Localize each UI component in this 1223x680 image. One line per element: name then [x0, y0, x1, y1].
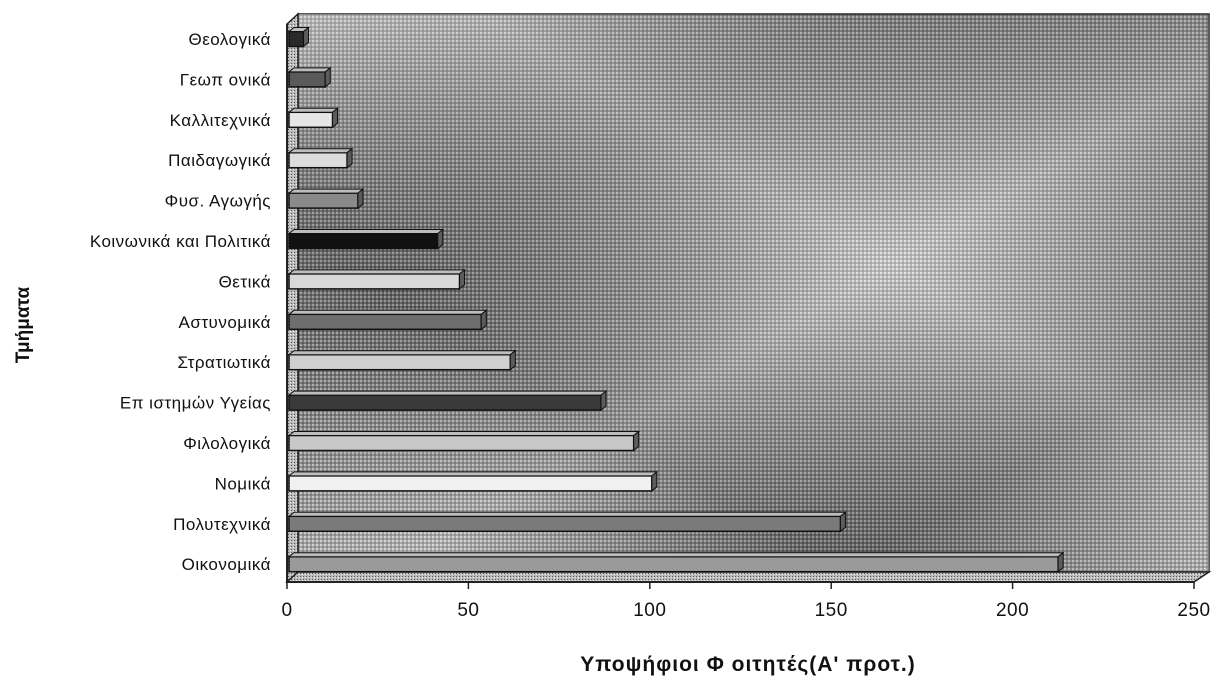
- x-tick-label: 100: [633, 600, 666, 621]
- category-label: Καλλιτεχνικά: [170, 111, 271, 130]
- category-label: Παιδαγωγικά: [168, 151, 271, 170]
- x-axis-ticks: 0 50 100 150 200 250: [281, 582, 1210, 621]
- bar-top-face: [287, 148, 354, 154]
- category-label: Νομικά: [215, 474, 271, 493]
- bar: [287, 26, 310, 48]
- category-labels: Θεολογικά Γεωπ ονικά Καλλιτεχνικά Παιδαγωγι…: [90, 30, 271, 574]
- bar-body: [288, 515, 842, 533]
- bar-end-face: [600, 390, 607, 412]
- bar-body: [288, 475, 653, 492]
- bar-body: [288, 71, 327, 88]
- plot-floor: [285, 571, 1212, 583]
- bar-top-face: [287, 431, 641, 436]
- category-label: Φυσ. Αγωγής: [165, 192, 271, 211]
- bar-end-face: [480, 309, 487, 331]
- bar-end-face: [459, 268, 466, 290]
- x-tick-label: 0: [281, 600, 292, 621]
- bar-end-face: [332, 107, 339, 129]
- bar-body: [288, 353, 512, 371]
- x-tick-label: 200: [996, 600, 1029, 621]
- bar-top-face: [287, 309, 488, 315]
- bar-end-face: [357, 188, 364, 210]
- category-label: Κοινωνικά και Πολιτικά: [90, 232, 271, 251]
- bar: [287, 430, 641, 452]
- category-label: Πολυτεχνικά: [173, 515, 271, 534]
- bar: [287, 228, 445, 250]
- category-label: Οικονομικά: [182, 555, 271, 574]
- bar-top-face: [287, 67, 332, 73]
- category-label: Γεωπ ονικά: [180, 70, 271, 89]
- bar-top-face: [287, 107, 339, 113]
- bar-top-face: [287, 269, 466, 275]
- bar: [287, 268, 466, 290]
- x-tick-label: 50: [457, 600, 479, 621]
- bar-top-face: [287, 511, 847, 517]
- bar: [287, 390, 608, 412]
- bar: [287, 107, 339, 129]
- bar: [287, 188, 365, 210]
- bar: [287, 66, 332, 88]
- bar: [287, 551, 1065, 573]
- x-tick-label: 250: [1177, 600, 1210, 621]
- bar-body: [288, 192, 359, 209]
- bar-body: [288, 30, 305, 48]
- plot-area: [285, 12, 1212, 584]
- bar-body: [288, 232, 439, 250]
- plot-side-wall: [286, 12, 299, 584]
- bar-top-face: [287, 188, 365, 194]
- bar-end-face: [437, 228, 444, 250]
- bar-top-face: [287, 390, 608, 396]
- x-tick-label: 150: [815, 600, 848, 621]
- bar-end-face: [346, 147, 353, 169]
- bar-body: [288, 273, 461, 290]
- category-label: Επ ιστημών Υγείας: [120, 394, 271, 413]
- bar-end-face: [324, 66, 331, 88]
- bar: [287, 511, 847, 533]
- bar-body: [288, 434, 635, 452]
- bar-body: [288, 394, 602, 411]
- category-label: Θετικά: [219, 272, 271, 291]
- bar: [287, 349, 517, 371]
- bar-end-face: [509, 349, 516, 371]
- bar: [287, 147, 354, 169]
- category-label: Στρατιωτικά: [177, 353, 271, 372]
- bar-top-face: [287, 350, 517, 356]
- bars-group: [287, 26, 1065, 573]
- bar-top-face: [287, 552, 1065, 558]
- bar-body: [288, 313, 483, 331]
- bar: [287, 309, 488, 331]
- bar-end-face: [1057, 551, 1064, 573]
- bar-top-face: [287, 471, 659, 477]
- x-axis-title: Υποψήφιοι Φ οιτητές(Α' προτ.): [580, 653, 916, 676]
- bar-end-face: [303, 26, 310, 48]
- y-axis-title: Τμήματα: [13, 287, 34, 364]
- bar-body: [288, 111, 334, 129]
- bar-end-face: [651, 470, 658, 492]
- bar-top-face: [287, 229, 445, 234]
- bar-end-face: [839, 511, 846, 533]
- category-label: Αστυνομικά: [179, 313, 272, 332]
- bar-body: [288, 151, 348, 169]
- bar: [287, 470, 659, 492]
- category-label: Φιλολογικά: [183, 434, 271, 453]
- bar-end-face: [633, 430, 640, 452]
- category-label: Θεολογικά: [188, 30, 271, 49]
- bar-body: [288, 555, 1059, 573]
